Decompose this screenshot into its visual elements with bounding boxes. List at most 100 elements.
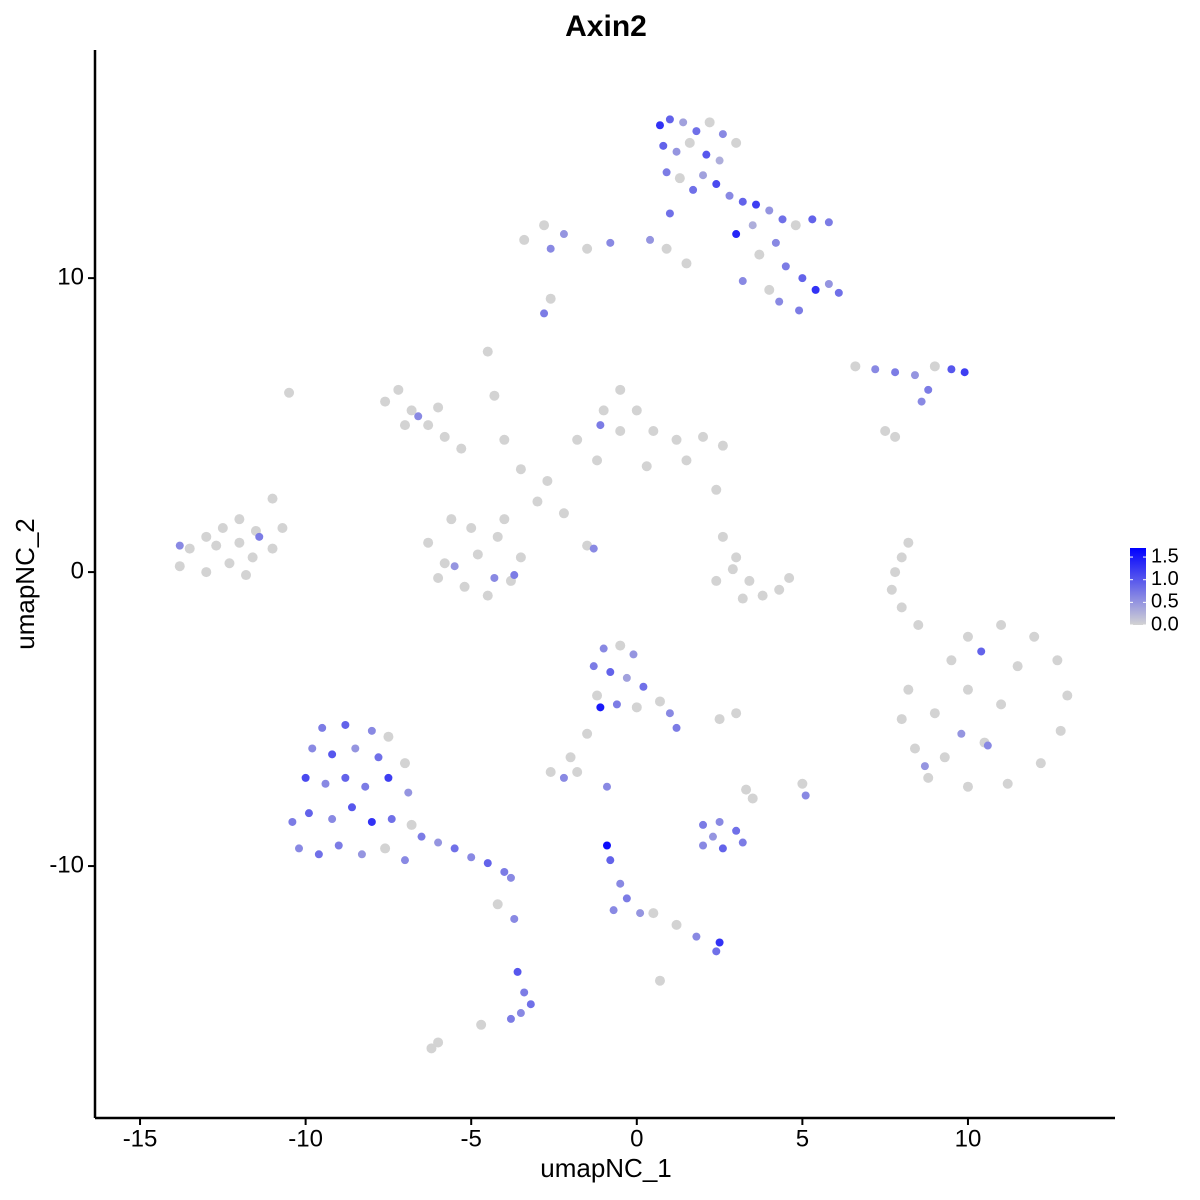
cell-point xyxy=(596,703,605,712)
cell-point xyxy=(718,130,727,139)
cell-point xyxy=(715,938,724,947)
cell-point xyxy=(896,714,907,725)
cell-point xyxy=(314,850,323,859)
cell-point xyxy=(615,640,626,651)
cell-point xyxy=(929,361,940,372)
cell-point xyxy=(661,243,672,254)
cell-point xyxy=(459,581,470,592)
cell-point xyxy=(718,844,727,853)
cell-point xyxy=(692,127,701,136)
cell-point xyxy=(725,191,734,200)
cell-point xyxy=(341,720,350,729)
cell-point xyxy=(684,137,695,148)
cell-point xyxy=(775,297,784,306)
cell-point xyxy=(572,766,583,777)
x-tick-label: -15 xyxy=(123,1125,158,1152)
cell-point xyxy=(715,156,724,165)
cell-point xyxy=(923,772,934,783)
cell-point xyxy=(744,575,755,586)
cell-point xyxy=(539,220,550,231)
cell-point xyxy=(367,726,376,735)
cell-point xyxy=(423,537,434,548)
cell-point xyxy=(545,766,556,777)
cell-point xyxy=(540,309,549,318)
cell-point xyxy=(717,440,728,451)
cell-point xyxy=(824,280,833,289)
cell-point xyxy=(267,543,278,554)
cell-point xyxy=(641,461,652,472)
cell-point xyxy=(450,562,459,571)
cell-point xyxy=(1055,725,1066,736)
cell-point xyxy=(672,147,681,156)
y-tick-label: 0 xyxy=(71,557,84,584)
cell-point xyxy=(184,543,195,554)
cell-point xyxy=(304,809,313,818)
cell-point xyxy=(692,932,701,941)
cell-point xyxy=(404,788,413,797)
cell-point xyxy=(996,620,1007,631)
cell-point xyxy=(341,773,350,782)
cell-point xyxy=(962,631,973,642)
cell-point xyxy=(890,567,901,578)
cell-point xyxy=(602,841,611,850)
x-tick-label: 0 xyxy=(630,1125,643,1152)
cell-point xyxy=(699,171,708,180)
cell-point xyxy=(374,753,383,762)
cell-point xyxy=(602,782,611,791)
cell-point xyxy=(211,540,222,551)
cell-point xyxy=(357,850,366,859)
cell-point xyxy=(834,288,843,297)
cell-point xyxy=(886,584,897,595)
cell-point xyxy=(903,684,914,695)
cell-point xyxy=(247,552,258,563)
cell-point xyxy=(598,405,609,416)
cell-point xyxy=(267,493,278,504)
cell-point xyxy=(433,572,444,583)
cell-point xyxy=(665,209,674,218)
cell-point xyxy=(702,150,711,159)
cell-point xyxy=(850,361,861,372)
cell-point xyxy=(732,826,741,835)
y-tick-label: 10 xyxy=(57,263,84,290)
cell-point xyxy=(334,841,343,850)
cell-point xyxy=(515,464,526,475)
cell-point xyxy=(704,117,715,128)
cell-point xyxy=(490,573,499,582)
cell-point xyxy=(731,708,742,719)
cell-point xyxy=(446,514,457,525)
cell-point xyxy=(520,988,529,997)
cell-point xyxy=(781,262,790,271)
cell-point xyxy=(681,258,692,269)
cell-point xyxy=(771,238,780,247)
cell-point xyxy=(406,819,417,830)
cell-point xyxy=(712,180,721,189)
cell-point xyxy=(399,420,410,431)
cell-point xyxy=(801,791,810,800)
cell-point xyxy=(499,434,510,445)
cell-point xyxy=(599,644,608,653)
cell-point xyxy=(909,743,920,754)
cell-point xyxy=(399,758,410,769)
cell-point xyxy=(515,552,526,563)
cell-point xyxy=(483,859,492,868)
cell-point xyxy=(757,590,768,601)
cell-point xyxy=(596,421,605,430)
cell-point xyxy=(284,387,295,398)
cell-point xyxy=(929,708,940,719)
cell-point xyxy=(681,455,692,466)
cell-point xyxy=(466,522,477,533)
cell-point xyxy=(1012,661,1023,672)
cell-point xyxy=(712,947,721,956)
cell-point xyxy=(891,368,900,377)
cell-point xyxy=(612,700,621,709)
color-tick-label: 0.0 xyxy=(1151,613,1179,635)
cell-point xyxy=(797,778,808,789)
cell-point xyxy=(708,832,717,841)
color-tick-label: 1.0 xyxy=(1151,568,1179,590)
cell-point xyxy=(957,729,966,738)
cell-point xyxy=(572,434,583,445)
cell-point xyxy=(798,274,807,283)
color-tick-label: 0.5 xyxy=(1151,591,1179,613)
y-tick-label: -10 xyxy=(49,851,84,878)
